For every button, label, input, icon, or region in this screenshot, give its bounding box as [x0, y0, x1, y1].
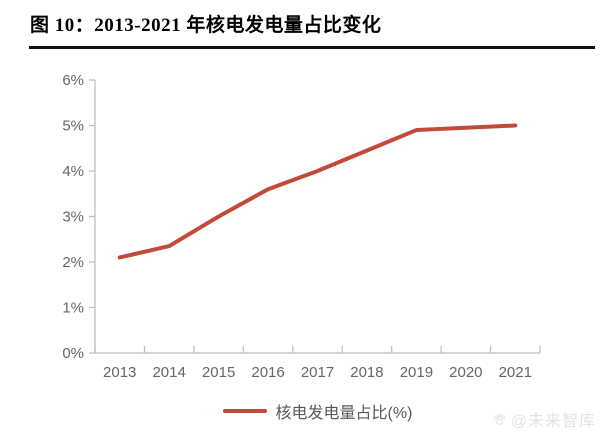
- watermark: @未来智库: [492, 407, 596, 431]
- x-axis-tick-label: 2021: [499, 364, 532, 381]
- y-axis-tick-label: 5%: [62, 118, 84, 135]
- x-axis-tick-label: 2014: [152, 364, 185, 381]
- legend-series-label: 核电发电量占比(%): [275, 405, 413, 422]
- paw-icon: [493, 413, 505, 425]
- x-axis-tick-label: 2016: [251, 364, 284, 381]
- watermark-text: @未来智库: [510, 413, 596, 430]
- y-axis-tick-label: 3%: [62, 209, 84, 226]
- y-axis-tick-label: 6%: [62, 72, 84, 89]
- series-line: [117, 123, 518, 260]
- legend-line-swatch: [222, 409, 267, 413]
- y-axis-tick-label: 4%: [62, 163, 84, 180]
- y-axis-tick-label: 1%: [62, 300, 84, 317]
- title-underline: [29, 46, 595, 49]
- x-axis-tick-label: 2018: [350, 364, 383, 381]
- x-axis-tick-label: 2013: [103, 364, 136, 381]
- x-axis-tick-label: 2015: [202, 364, 235, 381]
- axis-frame: [94, 80, 540, 354]
- page-title: 图 10：2013-2021 年核电发电量占比变化: [30, 15, 382, 36]
- x-axis-tick-label: 2020: [449, 364, 482, 381]
- chart-legend: 核电发电量占比(%): [95, 401, 540, 422]
- y-axis-tick-label: 2%: [62, 254, 84, 271]
- y-axis-tick-label: 0%: [62, 345, 84, 362]
- x-axis-tick-label: 2017: [301, 364, 334, 381]
- x-axis-tick-label: 2019: [400, 364, 433, 381]
